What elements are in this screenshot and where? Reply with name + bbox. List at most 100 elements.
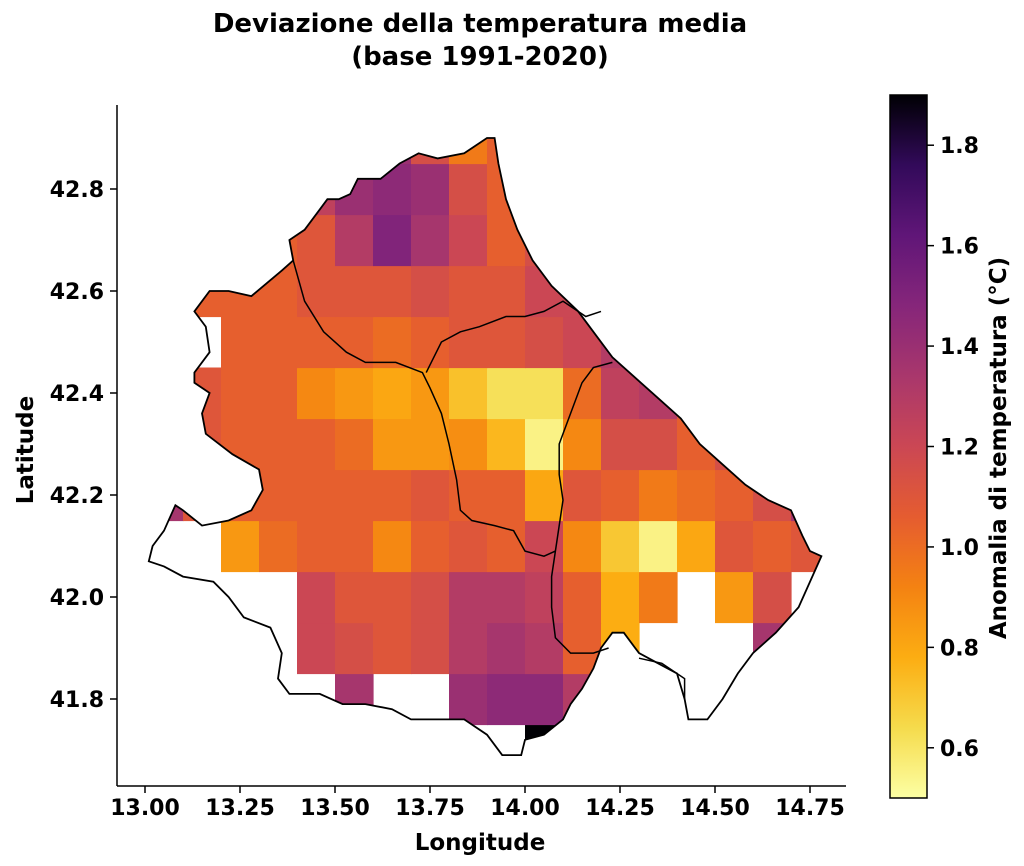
heatmap-cell [411,367,450,420]
heatmap-cell [449,316,488,369]
heatmap-cell [411,520,450,573]
heatmap-cell [411,265,450,318]
heatmap-cells [148,138,822,756]
heatmap-cell [297,571,336,624]
heatmap-cell [715,520,754,573]
heatmap-cell [753,520,792,573]
heatmap-cell [148,469,184,522]
heatmap-cell [221,418,260,471]
heatmap-cell [297,367,336,420]
y-tick-label: 42.0 [50,586,104,611]
x-axis-label: Longitude [415,830,546,856]
heatmap-cell [525,469,564,522]
province-border [292,260,556,557]
heatmap-cell [525,367,564,420]
heatmap-cell [297,138,336,165]
heatmap-cell [487,214,526,267]
heatmap-cell [525,316,564,369]
x-tick-label: 13.00 [110,796,180,821]
heatmap-cell [563,622,602,675]
heatmap-cell [639,316,678,369]
heatmap-cell [753,469,792,522]
heatmap-cell [297,214,336,267]
heatmap-cell [221,367,260,420]
x-tick-label: 13.50 [300,796,370,821]
heatmap-cell [335,622,374,675]
heatmap-cell [639,265,678,318]
heatmap-cell [791,469,822,522]
province-borders [292,260,686,699]
heatmap-cell [411,622,450,675]
heatmap-cell [791,520,822,573]
province-border [425,300,602,373]
heatmap-cell [487,469,526,522]
heatmap-cell [373,138,412,165]
heatmap-cell [639,214,678,267]
heatmap-cell [335,316,374,369]
colorbar-tick-label: 1.4 [940,335,979,360]
heatmap-cell [183,214,222,267]
colorbar-tick-label: 0.6 [940,737,979,762]
heatmap-cell [563,163,602,216]
x-tick-label: 14.50 [680,796,750,821]
heatmap-cell [297,265,336,318]
heatmap-cell [297,418,336,471]
heatmap-cell [563,520,602,573]
heatmap-cell [183,418,222,471]
heatmap-cell [563,367,602,420]
heatmap-cell [373,571,412,624]
heatmap-cell [601,571,640,624]
heatmap-cell [563,469,602,522]
heatmap-cell [221,316,260,369]
heatmap-cell [259,316,298,369]
heatmap-cell [335,367,374,420]
heatmap-cell [677,469,716,522]
y-tick-label: 41.8 [50,688,104,713]
heatmap-cell [677,367,716,420]
heatmap-cell [563,571,602,624]
heatmap-cell [373,622,412,675]
heatmap-cell [259,214,298,267]
x-tick-label: 14.75 [775,796,845,821]
province-border [550,361,613,654]
heatmap-cell [221,469,260,522]
heatmap-cell [221,520,260,573]
map-title-line1: Deviazione della temperatura media [213,9,747,39]
y-tick-label: 42.2 [50,484,104,509]
heatmap-cell [601,520,640,573]
heatmap-cell [449,622,488,675]
colorbar-tick-label: 1.8 [940,134,979,159]
heatmap-cell [753,571,792,624]
heatmap-cell [449,163,488,216]
heatmap-cell [183,163,222,216]
y-tick-label: 42.8 [50,178,104,203]
heatmap-cell [297,622,336,675]
heatmap-cell [335,138,374,165]
heatmap-cell [487,571,526,624]
heatmap-cell [183,469,222,522]
heatmap-cell [677,316,716,369]
heatmap-cell [563,418,602,471]
heatmap-cell [487,622,526,675]
heatmap-cell [677,520,716,573]
heatmap-cell [373,469,412,522]
colorbar-ticks: 0.6 0.8 1.0 1.2 1.4 1.6 1.8 [927,134,979,762]
heatmap-cell [753,418,792,471]
heatmap-cell [411,418,450,471]
heatmap-cell [449,571,488,624]
x-axis-ticks: 13.00 13.25 13.50 13.75 14.00 14.25 14.50 14.75 [110,786,845,821]
heatmap-cell [297,520,336,573]
heatmap-cell [563,673,602,726]
heatmap-cell [487,163,526,216]
heatmap-cell [449,418,488,471]
province-border [638,657,686,699]
heatmap-cell [525,724,564,756]
heatmap-cell [563,214,602,267]
heatmap-cell [373,367,412,420]
heatmap-cell [601,469,640,522]
map-title-line2: (base 1991-2020) [351,42,609,72]
heatmap-cell [259,163,298,216]
heatmap-cell [563,265,602,318]
heatmap-cell [715,571,754,624]
